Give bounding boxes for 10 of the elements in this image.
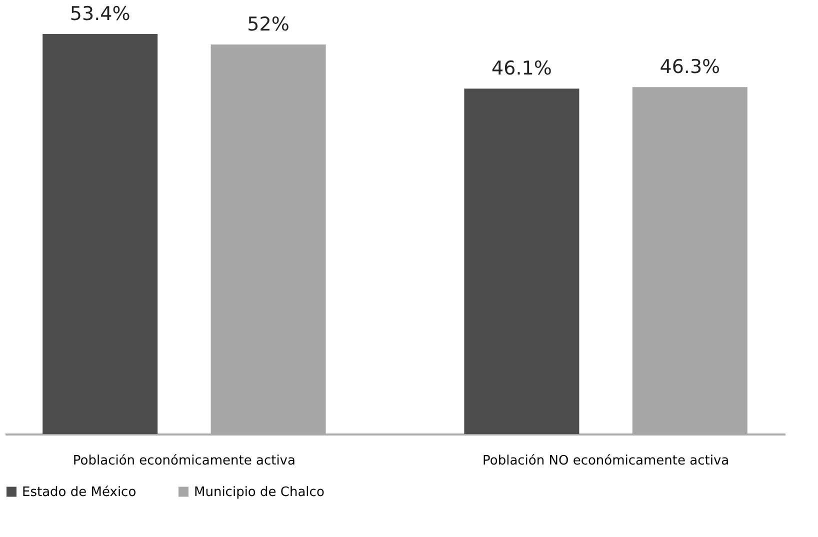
data-label: 46.1% bbox=[492, 58, 552, 80]
x-tick-label: Población económicamente activa bbox=[72, 454, 296, 468]
data-label: 53.4% bbox=[70, 3, 130, 25]
legend-label: Municipio de Chalco bbox=[194, 484, 324, 500]
bar bbox=[464, 88, 580, 434]
x-tick-label: Población NO económicamente activa bbox=[482, 454, 730, 468]
data-label: 46.3% bbox=[660, 56, 720, 78]
legend-label: Estado de México bbox=[22, 484, 136, 500]
bar bbox=[42, 34, 158, 434]
data-label: 52% bbox=[247, 13, 290, 36]
